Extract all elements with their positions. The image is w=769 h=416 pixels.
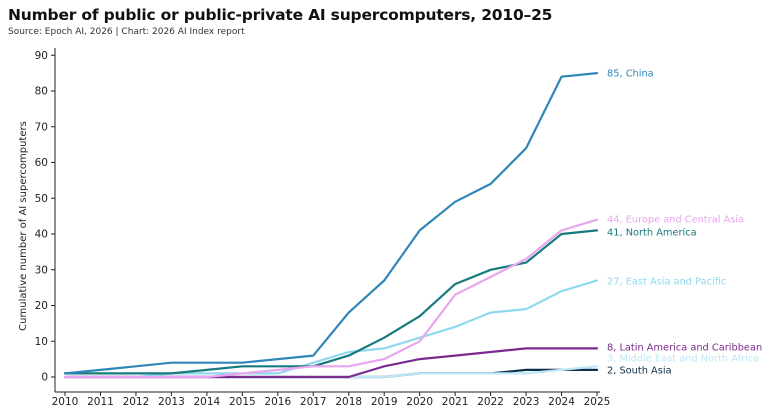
x-tick-label: 2011: [87, 396, 114, 408]
series-end-label-middle-east-and-north-africa: 3, Middle East and North Africa: [607, 354, 759, 365]
y-axis-label: Cumulative number of AI supercomputers: [18, 121, 29, 331]
x-tick-label: 2019: [371, 396, 398, 408]
series-line-europe-and-central-asia: [63, 218, 599, 379]
x-tick-label: 2013: [158, 396, 185, 408]
x-tick-label: 2016: [264, 396, 291, 408]
series-end-label-north-america: 41, North America: [607, 228, 697, 239]
chart-subtitle: Source: Epoch AI, 2026 | Chart: 2026 AI …: [8, 27, 245, 37]
x-tick-label: 2020: [406, 396, 433, 408]
series-end-label-china: 85, China: [607, 69, 654, 80]
y-tick-label: 60: [35, 157, 48, 169]
series-end-label-europe-and-central-asia: 44, Europe and Central Asia: [607, 215, 744, 226]
y-tick-label: 0: [41, 372, 48, 384]
series-line-east-asia-and-pacific: [63, 279, 599, 379]
series-end-label-east-asia-and-pacific: 27, East Asia and Pacific: [607, 277, 726, 288]
x-tick-label: 2010: [52, 396, 79, 408]
series-end-label-south-asia: 2, South Asia: [607, 366, 672, 377]
y-tick-label: 80: [35, 86, 48, 98]
x-tick-label: 2012: [123, 396, 150, 408]
y-tick-label: 30: [35, 264, 48, 276]
x-tick-label: 2023: [513, 396, 540, 408]
x-tick-label: 2021: [442, 396, 469, 408]
y-tick-label: 70: [35, 121, 48, 133]
series-line-north-america: [63, 229, 599, 375]
x-tick-label: 2017: [300, 396, 327, 408]
x-tick-label: 2015: [229, 396, 256, 408]
series-line-china: [63, 71, 599, 375]
y-tick-label: 90: [35, 50, 48, 62]
chart-title: Number of public or public-private AI su…: [8, 6, 553, 24]
y-tick-label: 40: [35, 229, 48, 241]
y-tick-label: 10: [35, 336, 48, 348]
y-tick-label: 20: [35, 300, 48, 312]
x-tick-label: 2022: [477, 396, 504, 408]
series-end-label-latin-america-and-caribbean: 8, Latin America and Caribbean: [607, 343, 762, 354]
x-tick-label: 2014: [193, 396, 220, 408]
x-tick-label: 2018: [335, 396, 362, 408]
y-tick-label: 50: [35, 193, 48, 205]
x-tick-label: 2025: [584, 396, 611, 408]
x-tick-label: 2024: [548, 396, 575, 408]
